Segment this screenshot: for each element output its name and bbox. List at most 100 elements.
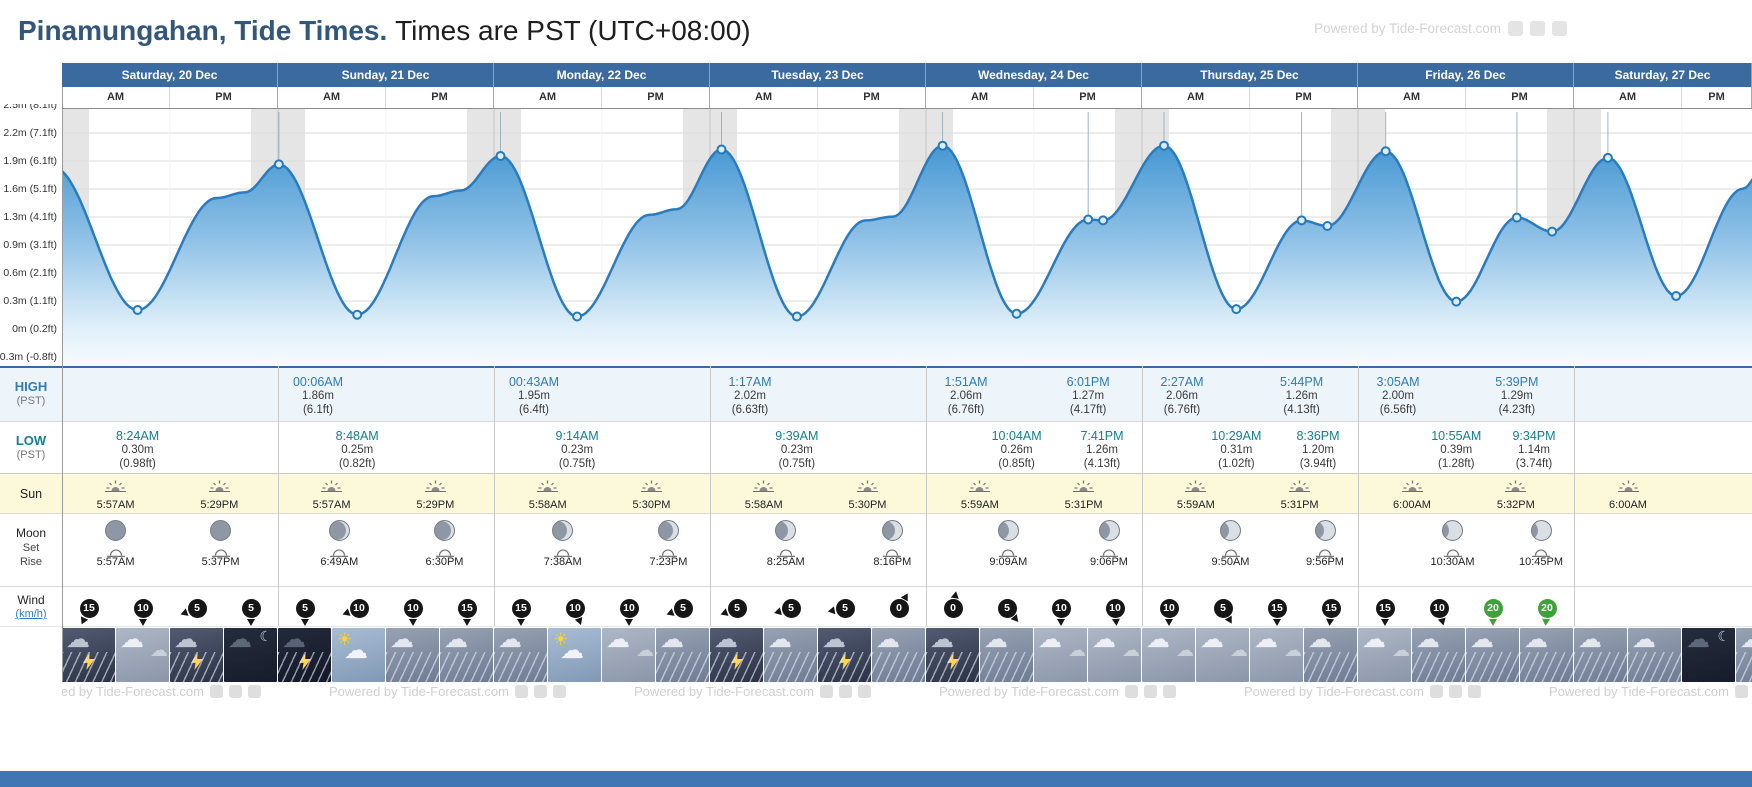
weather-rain-icon: ☁ <box>494 628 547 682</box>
tide-height-ft: (6.4ft) <box>518 404 550 416</box>
wind-speed: 20 <box>1537 599 1557 619</box>
sunrise-icon <box>950 480 1010 498</box>
sunrise-icon <box>1598 480 1658 498</box>
wind-badge: 15 <box>449 589 485 627</box>
tide-height-m: 1.20m <box>1302 444 1334 456</box>
moon-set-icon <box>975 544 1041 557</box>
sunrise-icon <box>1382 480 1442 498</box>
weather-night-icon: ☾ ☁ <box>1682 628 1735 682</box>
wind-speed: 10 <box>403 599 423 619</box>
weather-cloud-icon: ☁ ☁ <box>1034 628 1087 682</box>
watermark-text: Powered by Tide-Forecast.com <box>939 684 1119 699</box>
tide-height-m: 0.30m <box>121 444 154 456</box>
sun-set-entry: 5:29PM <box>189 480 249 511</box>
moon-phase-icon <box>434 520 455 541</box>
moon-rise-entry: 10:45PM <box>1508 520 1574 568</box>
rain-streaks <box>980 652 1033 682</box>
wind-speed: 20 <box>1483 599 1503 619</box>
cloud-icon: ☁ <box>984 628 1008 653</box>
cloud-icon: ☁ <box>1392 640 1410 660</box>
footer-bar <box>0 771 1752 787</box>
moon-set-icon <box>306 544 372 557</box>
tide-height-m: 1.29m <box>1500 390 1533 402</box>
cloud-icon: ☁ <box>636 640 654 660</box>
cloud-icon: ☁ <box>1632 628 1656 653</box>
cloud-icon: ☁ <box>1200 628 1224 653</box>
wind-speed: 15 <box>79 599 99 619</box>
wind-unit-link[interactable]: (km/h) <box>15 608 47 620</box>
watermark-text: Powered by Tide-Forecast.com <box>1244 684 1424 699</box>
sun-set-entry: 5:30PM <box>838 480 898 511</box>
weather-rain-icon: ☁ <box>872 628 925 682</box>
high-tide-entry: 2:27AM 2.06m (6.76ft) <box>1144 375 1220 417</box>
tide-time: 6:01PM <box>1066 375 1110 389</box>
sun-icon: ☀ <box>337 630 353 649</box>
moon-rise-icon <box>635 544 701 557</box>
tide-time: 1:51AM <box>944 375 988 389</box>
wind-badge: 5 <box>1205 589 1241 626</box>
weather-storm-icon: ☁ <box>170 628 223 682</box>
wind-badge: 10 <box>611 589 647 627</box>
sun-rise-entry: 6:00AM <box>1382 480 1442 511</box>
weather-sun-cloud-icon: ☀ ☁ <box>332 628 385 682</box>
sun-rise-entry: 6:00AM <box>1598 480 1658 511</box>
sunrise-icon <box>734 480 794 498</box>
moon-rise-icon <box>1292 544 1358 557</box>
low-tide-entry: 9:14AM 0.23m (0.75ft) <box>539 429 615 471</box>
wind-badge: 0 <box>935 589 971 625</box>
ampm-row: AM PM AM PM AM PM AM PM AM PM AM PM AM PM AM PM <box>62 87 1752 109</box>
cloud-icon: ☁ <box>174 628 198 653</box>
low-tide-row: LOW (PST) 8:24AM 0.30m (0.98ft) 8:48AM 0.25m… <box>0 421 1752 473</box>
tide-time: 10:55AM <box>1431 429 1482 443</box>
wind-badge: 10 <box>1151 589 1187 627</box>
high-tide-entry: 5:39PM 1.29m (4.23ft) <box>1479 375 1555 417</box>
wind-speed: 15 <box>457 599 477 619</box>
moon-phase-icon <box>881 520 903 541</box>
moon-icon: ☾ <box>1717 628 1730 644</box>
wind-speed: 0 <box>889 599 909 619</box>
watermark-bottom: Powered by Tide-Forecast.com <box>329 684 566 699</box>
weather-rain-icon: ☁ <box>764 628 817 682</box>
rain-streaks <box>818 652 871 682</box>
moon-set-entry: 10:30AM <box>1420 520 1486 568</box>
weather-cloud-icon: ☁ ☁ <box>116 628 169 682</box>
weather-cloud-icon: ☁ ☁ <box>602 628 655 682</box>
y-axis-label: -0.3m (-0.8ft) <box>0 351 57 363</box>
wind-speed: 10 <box>1051 599 1071 619</box>
moon-set-entry: 7:38AM <box>530 520 596 568</box>
moon-set-time: 5:57AM <box>96 556 135 568</box>
tide-height-ft: (1.02ft) <box>1218 458 1255 470</box>
moon-row-label: Moon Set Rise <box>15 526 47 568</box>
y-axis-label: 1.6m (5.1ft) <box>3 183 57 195</box>
tide-height-m: 1.95m <box>518 390 550 402</box>
cloud-icon: ☁ <box>1146 628 1170 653</box>
sun-rise-time: 5:59AM <box>960 499 999 511</box>
moon-rise-entry: 8:16PM <box>859 520 925 568</box>
tide-height-ft: (6.1ft) <box>302 404 334 416</box>
wind-speed: 10 <box>565 599 585 619</box>
high-tide-entry: 3:05AM 2.00m (6.56ft) <box>1360 375 1436 417</box>
sun-rise-time: 6:00AM <box>1609 499 1647 511</box>
wind-speed: 0 <box>943 599 963 619</box>
wind-badge: 10 <box>341 589 377 625</box>
day-header-5: Thursday, 25 Dec <box>1142 63 1358 87</box>
day-header-3: Tuesday, 23 Dec <box>710 63 926 87</box>
weather-storm-icon: ☁ <box>710 628 763 682</box>
rain-streaks <box>1574 652 1627 682</box>
wind-speed: 5 <box>187 599 207 619</box>
rain-streaks <box>440 652 493 682</box>
moon-rise-icon <box>1508 544 1574 557</box>
cloud-icon: ☁ <box>930 628 954 653</box>
ampm-cell-am-7: AM <box>1574 87 1682 108</box>
wind-badge: 5 <box>233 589 269 627</box>
rain-streaks <box>764 652 817 682</box>
camera-icon <box>533 685 547 698</box>
moon-phase-icon <box>1530 520 1552 541</box>
moon-phase-icon <box>775 520 797 541</box>
moon-rise-icon <box>859 544 925 557</box>
sun-row: Sun 5:57AM 5:29PM 5:57AM 5:29PM 5:58AM 5:30PM… <box>0 473 1752 513</box>
rain-streaks <box>1304 652 1357 682</box>
low-tide-entry: 9:39AM 0.23m (0.75ft) <box>759 429 835 471</box>
tide-chart <box>35 109 1752 366</box>
